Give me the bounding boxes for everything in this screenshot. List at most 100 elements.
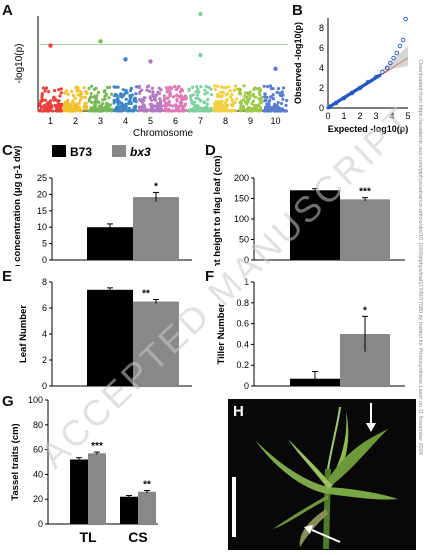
x-tick-label: 4 bbox=[389, 111, 394, 121]
snp-point bbox=[276, 109, 280, 113]
snp-point bbox=[175, 93, 179, 98]
snp-point bbox=[275, 90, 279, 94]
snp-point bbox=[128, 99, 132, 104]
snp-point bbox=[195, 109, 199, 113]
snp-point bbox=[187, 87, 191, 91]
snp-point bbox=[242, 84, 246, 88]
y-axis-title: Tassel traits (cm) bbox=[10, 423, 21, 500]
snp-point bbox=[189, 99, 194, 103]
snp-point bbox=[158, 97, 162, 101]
snp-point bbox=[260, 95, 264, 99]
qq-point bbox=[357, 85, 363, 91]
snp-point bbox=[218, 90, 222, 94]
snp-point bbox=[66, 92, 70, 96]
snp-point bbox=[177, 84, 181, 89]
snp-point bbox=[170, 104, 175, 108]
snp-point bbox=[215, 84, 220, 88]
snp-point bbox=[43, 89, 47, 93]
snp-point bbox=[230, 108, 234, 112]
snp-point bbox=[149, 105, 154, 109]
snp-point bbox=[112, 98, 116, 103]
snp-point bbox=[184, 96, 189, 100]
snp-point bbox=[44, 86, 49, 90]
snp-point bbox=[104, 92, 108, 96]
snp-point bbox=[168, 109, 172, 113]
y-tick-label: 50 bbox=[239, 235, 249, 245]
snp-point bbox=[221, 90, 225, 94]
y-tick-label: 20 bbox=[33, 494, 43, 504]
snp-point bbox=[263, 108, 267, 113]
x-tick-label: 8 bbox=[223, 116, 228, 126]
snp-point bbox=[195, 84, 199, 89]
snp-point bbox=[193, 100, 197, 104]
snp-point bbox=[190, 93, 194, 97]
snp-point bbox=[110, 92, 114, 96]
x-tick-label: 2 bbox=[73, 116, 78, 126]
snp-point bbox=[207, 85, 211, 89]
snp-point bbox=[40, 92, 44, 96]
snp-point bbox=[116, 105, 120, 109]
snp-point bbox=[255, 108, 259, 112]
snp-point bbox=[39, 109, 43, 113]
y-tick-label: 0 bbox=[244, 381, 249, 391]
y-tick-label: 0.6 bbox=[236, 319, 249, 329]
snp-point bbox=[213, 84, 217, 88]
snp-point bbox=[89, 92, 93, 96]
snp-point bbox=[215, 94, 219, 99]
bar-bx3 bbox=[138, 491, 156, 524]
snp-point bbox=[71, 93, 76, 97]
snp-point bbox=[101, 102, 105, 106]
snp-point bbox=[179, 94, 183, 98]
snp-point bbox=[60, 102, 64, 106]
snp-point bbox=[212, 108, 216, 112]
x-tick-label: 1 bbox=[341, 111, 346, 121]
x-tick-label: 9 bbox=[248, 116, 253, 126]
snp-point bbox=[174, 88, 179, 92]
snp-point bbox=[196, 87, 200, 91]
snp-point bbox=[196, 104, 200, 108]
qq-point bbox=[380, 69, 385, 75]
snp-point bbox=[199, 85, 203, 89]
y-tick-label: 1 bbox=[244, 277, 249, 287]
panel-letter-c: C bbox=[2, 142, 13, 159]
snp-point bbox=[151, 90, 155, 94]
snp-point bbox=[157, 91, 161, 95]
qq-point bbox=[384, 65, 390, 71]
y-tick-label: 0.8 bbox=[236, 298, 249, 308]
snp-point bbox=[271, 93, 275, 97]
y-tick-label: 40 bbox=[33, 469, 43, 479]
plant-illustration bbox=[228, 399, 416, 550]
snp-point bbox=[253, 106, 257, 110]
boron-bar-chart: 0 5 10 15 20 25 * Boron concentration (μg g-1 d… bbox=[12, 145, 192, 266]
significance-label: ** bbox=[143, 480, 151, 491]
snp-point bbox=[267, 101, 271, 105]
snp-point bbox=[216, 106, 220, 110]
snp-point bbox=[89, 95, 93, 99]
snp-point bbox=[164, 104, 168, 108]
y-tick-label: 5 bbox=[42, 239, 47, 249]
snp-point bbox=[91, 109, 95, 113]
snp-point bbox=[243, 94, 247, 99]
snp-point bbox=[217, 100, 221, 104]
snp-point bbox=[203, 92, 207, 96]
snp-point bbox=[257, 103, 261, 107]
chromosome-3-points bbox=[87, 84, 114, 113]
y-tick-label: 2 bbox=[319, 83, 324, 93]
y-tick-label: 8 bbox=[319, 23, 324, 33]
bar-bx3 bbox=[133, 197, 179, 260]
snp-point bbox=[280, 101, 284, 106]
snp-point bbox=[44, 108, 48, 112]
snp-point bbox=[47, 103, 51, 107]
leaf-number-bar-chart: 0 2 4 6 8 ** Leaf Number bbox=[18, 277, 192, 391]
snp-point bbox=[177, 109, 181, 113]
snp-point bbox=[263, 92, 267, 96]
snp-point bbox=[48, 107, 52, 112]
snp-point bbox=[134, 92, 138, 96]
snp-point bbox=[42, 104, 47, 108]
qq-point bbox=[341, 95, 347, 101]
x-tick-label: 3 bbox=[373, 111, 378, 121]
snp-point bbox=[265, 107, 269, 111]
snp-point bbox=[108, 107, 112, 111]
arrow-icon bbox=[304, 525, 341, 543]
x-tick-label: 5 bbox=[405, 111, 410, 121]
